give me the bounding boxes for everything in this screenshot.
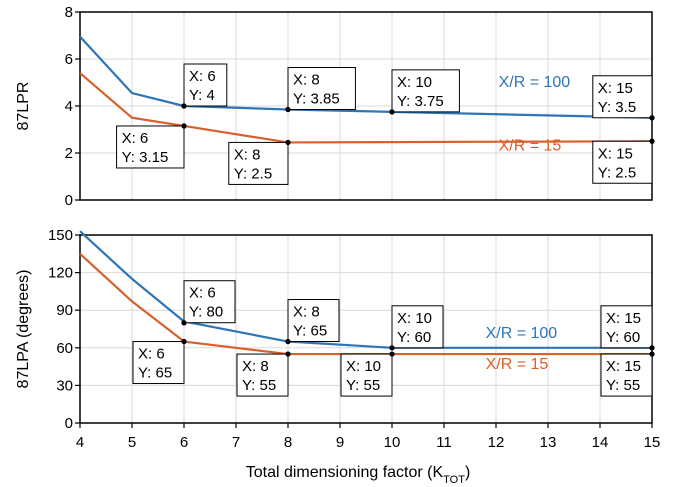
y-tick-label: 8 [65,4,73,21]
annotation-x-label: X: 6 [189,285,216,302]
annotation-x-label: X: 10 [346,358,381,375]
y-tick-label: 150 [48,227,73,244]
x-tick-label: 9 [336,434,344,451]
x-tick-label: 13 [540,434,557,451]
annotation-x-label: X: 15 [606,358,641,375]
annotation-box [116,125,185,169]
data-point-marker [389,109,395,115]
y-tick-label: 0 [65,192,73,209]
data-point-marker [389,351,395,357]
annotation-y-label: Y: 55 [346,377,380,394]
top-chart-87lpr: 0 2 4 6 8 87LPR X: 6 Y: 4 X: 8 Y: 3.85 X: 10 Y: 3.7… [15,4,655,209]
annotation-y-label: Y: 60 [606,329,640,346]
y-tick-label: 0 [65,415,73,432]
x-tick-label: 10 [384,434,401,451]
y-axis-label: 87LPA (degrees) [15,270,32,389]
annotation-y-label: Y: 3.85 [293,91,340,108]
x-tick-label: 4 [76,434,84,451]
annotation-box [236,353,289,397]
bottom-chart-87lpa: 0 30 60 90 120 150 4 5 6 7 8 9 10 11 12 13 14 15 87LPA (de… [15,227,660,486]
y-tick-label: 2 [65,145,73,162]
annotation-x-label: X: 15 [598,145,633,162]
data-point-marker [285,106,291,113]
x-tick-label: 11 [436,434,452,451]
x-tick-label: 14 [592,434,609,451]
series-label: X/R = 100 [486,325,558,342]
data-point-marker [181,103,187,109]
annotation-box [287,299,340,343]
series-line [79,35,653,119]
annotation-box [592,75,653,119]
y-tick-label: 90 [56,302,73,319]
annotation-x-label: X: 15 [606,310,641,327]
data-point-marker [181,338,187,345]
series-line [79,252,652,356]
annotation-y-label: Y: 3.15 [122,149,169,166]
y-tick-label: 6 [65,51,73,68]
annotation-y-label: Y: 2.5 [598,164,636,181]
annotation-x-label: X: 6 [122,130,149,147]
annotation-y-label: Y: 80 [189,304,223,321]
y-tick-label: 120 [48,265,73,282]
annotation-y-label: Y: 3.75 [397,93,444,110]
data-point-marker [649,138,655,144]
annotation-box [592,140,653,184]
annotation-box [391,305,444,349]
annotation-box [228,141,289,185]
annotation-y-label: Y: 2.5 [234,165,272,182]
annotation-x-label: X: 10 [397,74,432,91]
annotation-x-label: X: 8 [234,146,261,163]
x-axis-label: Total dimensioning factor (KTOT) [246,464,471,486]
annotation-x-label: X: 15 [598,80,633,97]
annotation-box [391,69,460,113]
annotation-x-label: X: 6 [189,68,216,85]
x-tick-label: 5 [128,434,136,451]
annotation-x-label: X: 8 [293,304,320,321]
data-point-marker [389,345,395,351]
data-point-marker [285,139,291,146]
annotation-x-label: X: 6 [138,346,165,363]
y-axis-label: 87LPR [15,82,32,131]
annotation-x-label: X: 8 [293,72,320,89]
annotation-box [340,353,393,397]
data-point-marker [285,338,291,345]
x-tick-label: 12 [488,434,505,451]
x-tick-label: 7 [232,434,240,451]
annotation-box [183,280,236,324]
y-tick-label: 30 [56,377,73,394]
data-point-marker [649,345,655,351]
data-point-marker [181,320,187,326]
x-tick-label: 15 [644,434,661,451]
y-tick-label: 60 [56,340,73,357]
annotation-y-label: Y: 65 [138,365,172,382]
data-point-marker [285,351,291,357]
series-label: X/R = 100 [499,74,571,91]
y-tick-label: 4 [65,98,73,115]
data-point-marker [649,115,655,121]
annotation-x-label: X: 8 [242,358,269,375]
series-label: X/R = 15 [486,356,549,373]
annotation-x-label: X: 10 [397,310,432,327]
series-line [79,230,652,349]
annotation-y-label: Y: 55 [606,377,640,394]
annotation-y-label: Y: 60 [397,329,431,346]
annotation-box [183,63,228,107]
x-tick-label: 8 [284,434,292,451]
annotation-y-label: Y: 3.5 [598,99,636,116]
annotation-y-label: Y: 4 [189,87,215,104]
annotation-box [600,353,653,397]
x-tick-label: 6 [180,434,188,451]
annotation-y-label: Y: 55 [242,377,276,394]
annotation-box [287,67,356,111]
data-point-marker [649,351,655,357]
series-label: X/R = 15 [499,138,562,155]
annotation-box [600,305,653,349]
annotation-y-label: Y: 65 [293,323,327,340]
annotation-box [132,341,185,385]
data-point-marker [181,123,187,129]
